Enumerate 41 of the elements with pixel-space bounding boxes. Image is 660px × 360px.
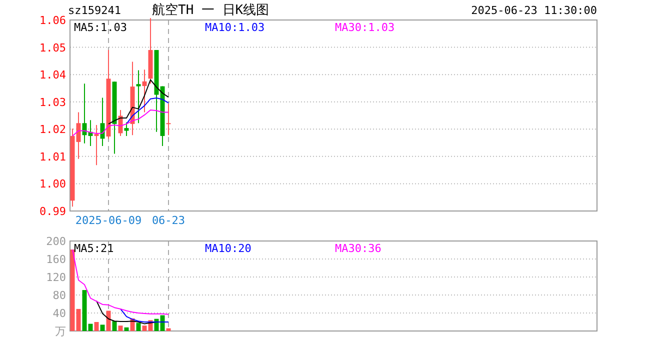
y-tick-label: 1.01 [40, 150, 66, 164]
line-series [120, 308, 169, 322]
x-tick-label: 06-23 [152, 214, 186, 227]
text: 航空TH 一 日K线图 [152, 3, 270, 18]
y-tick-label: 0.99 [40, 205, 66, 218]
candlestick [136, 70, 141, 124]
bar [124, 327, 129, 331]
text: MA5:21 [74, 242, 114, 255]
text: MA10:20 [205, 242, 252, 255]
y-tick-label: 1.00 [40, 178, 66, 191]
candlestick [166, 103, 171, 136]
bar [94, 322, 99, 331]
y-tick-label: 40 [52, 307, 66, 320]
text: 2025-06-23 11:30:00 [471, 4, 597, 17]
candlestick [142, 69, 147, 113]
bar [136, 322, 141, 331]
y-tick-label: 160 [46, 253, 66, 266]
y-tick-label: 1.02 [40, 123, 66, 136]
text: MA10:1.03 [205, 21, 265, 34]
text: MA30:36 [335, 242, 382, 255]
y-tick-label: 1.04 [40, 68, 66, 82]
text: MA5:1.03 [74, 21, 127, 34]
y-tick-label: 80 [52, 289, 66, 302]
y-tick-label: 120 [46, 271, 66, 284]
text: MA30:1.03 [335, 21, 395, 34]
y-tick-label: 1.06 [40, 14, 66, 27]
y-tick-label: 1.03 [40, 96, 66, 109]
x-tick-label: 2025-06-09 [75, 214, 142, 227]
bar [112, 321, 117, 331]
bar [118, 326, 123, 331]
y-tick-label: 200 [46, 235, 66, 248]
bar [106, 310, 111, 331]
bar [100, 324, 105, 331]
line-series [126, 98, 169, 124]
candlestick [124, 122, 129, 136]
bar [166, 328, 171, 331]
candlestick [94, 124, 99, 166]
y-tick-label: 1.05 [40, 41, 66, 54]
text: sz159241 [68, 4, 121, 17]
y-axis-title: 万 [55, 325, 66, 338]
candlestick [100, 97, 105, 147]
